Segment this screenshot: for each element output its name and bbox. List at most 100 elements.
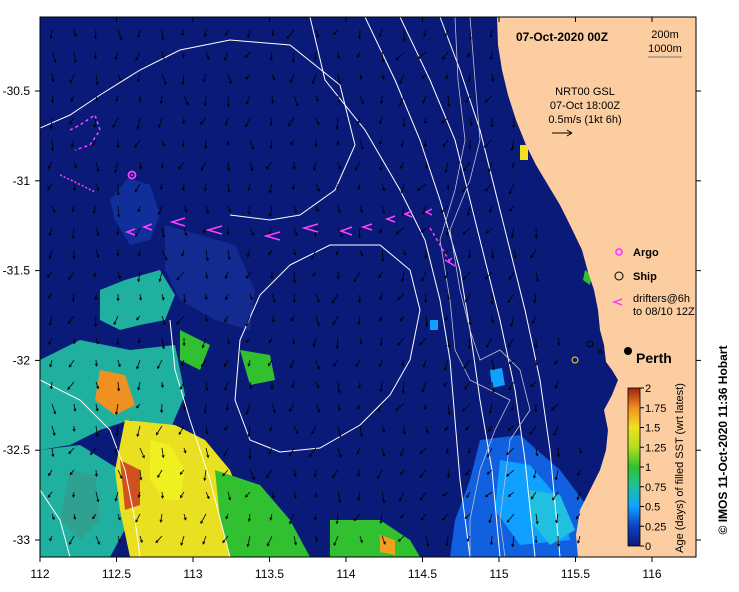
current-arrowhead [420, 229, 424, 233]
current-arrowhead [400, 515, 404, 519]
current-arrowhead [71, 299, 75, 303]
current-arrow [401, 183, 405, 193]
current-arrowhead [533, 300, 537, 304]
current-arrowhead [48, 255, 52, 260]
current-arrow [51, 95, 54, 103]
current-arrowhead [116, 192, 120, 196]
current-arrow [245, 117, 251, 127]
current-arrow [337, 447, 342, 458]
current-arrowhead [357, 121, 361, 125]
current-arrow [135, 227, 141, 237]
current-arrowhead [288, 453, 292, 457]
current-arrow [337, 205, 341, 213]
current-arrow [268, 359, 273, 366]
current-arrowhead [399, 103, 403, 107]
current-arrowhead [554, 361, 558, 365]
current-arrowhead [423, 143, 427, 148]
current-arrow [442, 513, 449, 521]
current-arrow [72, 293, 75, 302]
current-arrowhead [47, 274, 51, 278]
current-arrow [205, 491, 210, 499]
current-arrowhead [312, 344, 316, 348]
current-arrowhead [135, 519, 139, 523]
current-arrow [249, 227, 254, 236]
current-arrowhead [357, 497, 361, 501]
current-arrowhead [337, 100, 341, 104]
current-arrowhead [507, 344, 511, 348]
current-arrowhead [135, 57, 139, 61]
current-arrowhead [204, 318, 208, 323]
current-arrow [485, 271, 493, 280]
current-arrowhead [382, 429, 385, 433]
current-arrowhead [97, 541, 101, 545]
current-arrowhead [534, 540, 538, 544]
current-arrowhead [176, 321, 180, 325]
current-arrow [112, 117, 119, 128]
current-arrow [115, 51, 119, 60]
current-arrowhead [117, 517, 121, 521]
current-arrowhead [424, 299, 428, 303]
current-arrow [399, 73, 405, 84]
current-arrow [465, 95, 471, 104]
current-arrowhead [51, 100, 55, 104]
current-arrowhead [468, 255, 472, 259]
current-arrowhead [357, 234, 362, 239]
current-arrow [555, 469, 559, 480]
current-arrowhead [271, 100, 275, 104]
current-arrow [466, 491, 471, 498]
current-arrowhead [161, 37, 165, 41]
current-arrowhead [316, 34, 320, 39]
current-arrow [227, 183, 230, 193]
colorbar-tick-label: 0.25 [645, 521, 666, 533]
current-arrow [291, 381, 295, 388]
current-arrowhead [492, 367, 496, 371]
current-arrowhead [419, 497, 423, 501]
current-arrow [205, 425, 208, 435]
current-arrowhead [48, 341, 52, 346]
x-tick-label: 114 [336, 567, 355, 581]
current-arrow [293, 425, 298, 434]
colorbar-tick-label: 2 [645, 383, 651, 395]
current-arrow [487, 469, 493, 475]
current-arrow [403, 249, 406, 256]
current-arrow [269, 205, 273, 217]
current-arrowhead [96, 386, 100, 390]
current-arrowhead [379, 363, 383, 368]
current-arrowhead [137, 253, 141, 258]
current-arrowhead [70, 98, 74, 102]
current-arrow [70, 95, 75, 102]
current-arrow [227, 205, 231, 213]
current-arrowhead [244, 54, 248, 58]
current-arrow [204, 469, 207, 481]
current-arrowhead [181, 81, 185, 86]
current-arrowhead [291, 59, 295, 63]
current-arrowhead [576, 497, 580, 501]
current-arrowhead [293, 542, 297, 546]
current-arrowhead [245, 76, 249, 80]
current-arrowhead [136, 405, 140, 409]
current-arrowhead [332, 321, 336, 326]
current-arrow [553, 425, 559, 436]
current-arrowhead [73, 33, 77, 37]
current-arrow [159, 271, 163, 282]
current-arrowhead [442, 493, 446, 497]
current-arrowhead [268, 213, 272, 218]
current-arrowhead [270, 386, 274, 390]
current-arrowhead [490, 124, 494, 128]
current-arrowhead [490, 320, 495, 324]
current-arrowhead [511, 543, 515, 548]
current-arrow [441, 117, 449, 124]
current-arrowhead [159, 100, 163, 105]
current-arrowhead [247, 518, 251, 522]
current-arrowhead [247, 187, 251, 191]
current-arrowhead [117, 539, 121, 543]
current-arrow [315, 29, 319, 38]
current-arrowhead [69, 80, 73, 84]
current-arrowhead [360, 146, 364, 150]
current-arrowhead [51, 147, 55, 152]
current-arrowhead [463, 276, 467, 280]
current-arrow [200, 117, 207, 125]
current-arrowhead [381, 76, 385, 80]
current-arrow [469, 117, 472, 126]
current-arrow [205, 315, 208, 322]
